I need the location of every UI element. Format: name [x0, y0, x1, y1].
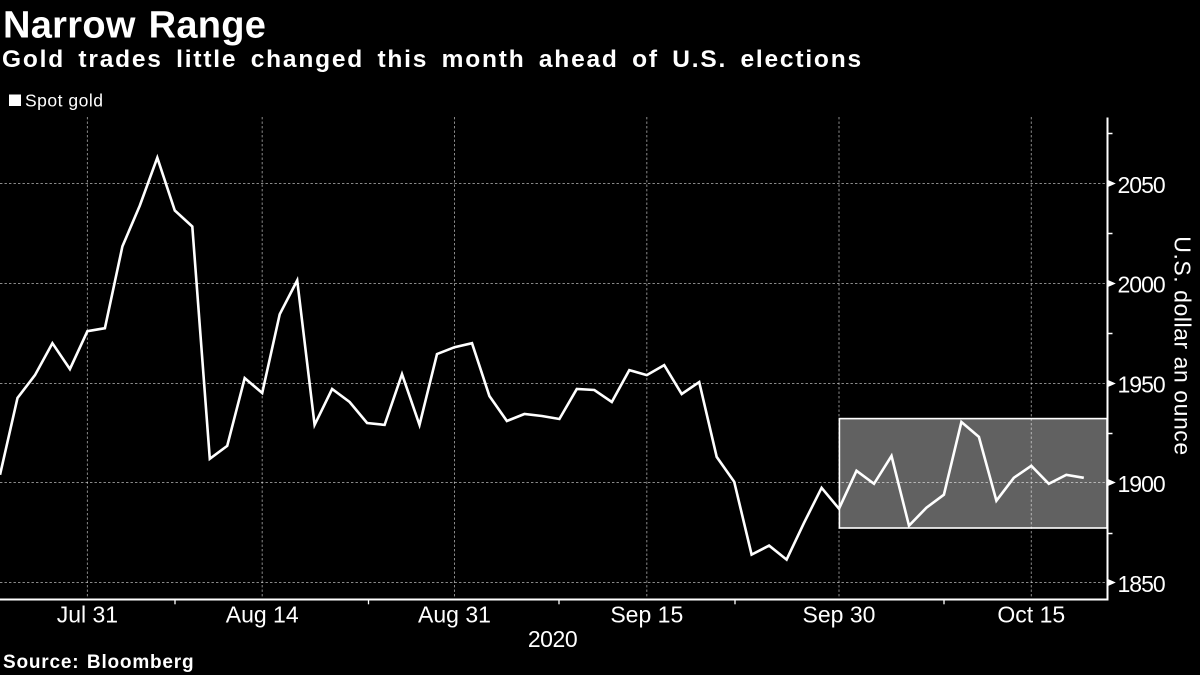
svg-text:Spot gold: Spot gold: [25, 91, 103, 111]
svg-text:1850: 1850: [1118, 571, 1165, 597]
svg-text:Sep 15: Sep 15: [610, 601, 683, 627]
svg-text:1900: 1900: [1118, 471, 1165, 497]
svg-text:Jul 31: Jul 31: [57, 601, 118, 627]
svg-text:Narrow Range: Narrow Range: [3, 4, 266, 46]
svg-text:2020: 2020: [528, 626, 577, 652]
svg-text:Aug 31: Aug 31: [418, 601, 491, 627]
svg-text:2000: 2000: [1118, 272, 1165, 298]
svg-text:Source: Bloomberg: Source: Bloomberg: [3, 652, 194, 673]
svg-text:Sep 30: Sep 30: [803, 601, 876, 627]
svg-text:Oct 15: Oct 15: [997, 601, 1065, 627]
svg-text:2050: 2050: [1118, 172, 1165, 198]
svg-text:U.S. dollar an ounce: U.S. dollar an ounce: [1170, 236, 1196, 455]
svg-text:Aug 14: Aug 14: [226, 601, 299, 627]
svg-text:Gold trades little changed thi: Gold trades little changed this month ah…: [2, 46, 863, 73]
svg-text:1950: 1950: [1118, 372, 1165, 398]
